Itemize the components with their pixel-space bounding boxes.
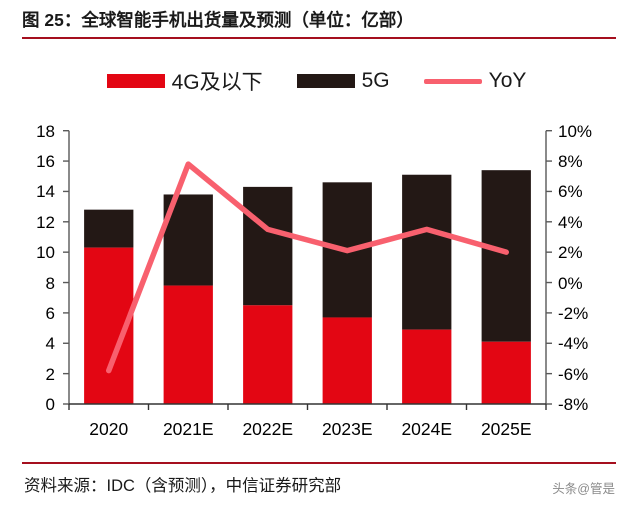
y-axis-right-tick-label: 10% <box>558 121 593 141</box>
legend-line-yoy-icon <box>423 78 482 84</box>
page-title: 图 25：全球智能手机出货量及预测（单位：亿部） <box>22 10 414 30</box>
y-axis-right-tick-label: -2% <box>558 303 589 323</box>
bar-segment-5g <box>402 174 452 330</box>
legend-label-5g: 5G <box>361 69 390 92</box>
bar-segment-4g <box>163 285 213 404</box>
bar-segment-5g <box>84 209 134 248</box>
x-axis-tick-label: 2021E <box>162 419 214 439</box>
y-axis-left-tick-label: 2 <box>45 364 55 384</box>
legend-swatch-4g-icon <box>106 74 165 88</box>
y-axis-left-tick-label: 16 <box>36 152 55 172</box>
bar-segment-4g <box>481 341 531 404</box>
x-axis-tick-label: 2020 <box>89 419 129 439</box>
legend-label-4g: 4G及以下 <box>171 71 263 94</box>
x-axis-tick-label: 2023E <box>321 419 373 439</box>
yoy-line-series <box>106 161 509 374</box>
legend-item-4g: 4G及以下 <box>106 66 263 96</box>
chart-svg <box>63 129 552 410</box>
bar-segment-4g <box>402 329 452 404</box>
y-axis-right-tick-label: 0% <box>558 273 583 293</box>
bar-segment-4g <box>322 317 372 404</box>
y-axis-right-tick-label: -4% <box>558 334 589 354</box>
bar-segment-4g <box>243 305 293 404</box>
x-axis-tick-label: 2022E <box>242 419 294 439</box>
x-axis-tick-label: 2025E <box>480 419 532 439</box>
legend-item-yoy: YoY <box>423 69 527 93</box>
y-axis-right-tick-label: 6% <box>558 182 583 202</box>
chart-legend: 4G及以下 5G YoY <box>0 64 633 98</box>
plot-area: 0 2 4 6 8 10 12 14 16 18 -8% -6% -4% -2% 0% 2% 4% 6% 8% 10%… <box>36 121 593 439</box>
x-axis-tick-label: 2024E <box>401 419 453 439</box>
y-axis-left-tick-label: 6 <box>45 303 55 323</box>
bar-segment-5g <box>481 170 531 342</box>
source-note: 资料来源：IDC（含预测），中信证券研究部 <box>24 477 342 495</box>
title-divider <box>22 37 616 39</box>
y-axis-left-tick-label: 0 <box>45 395 55 414</box>
y-axis-right-tick-label: 4% <box>558 212 583 232</box>
footer-divider <box>22 462 616 464</box>
y-axis-left-tick-label: 8 <box>45 273 55 293</box>
y-axis-right-tick-label: -8% <box>558 395 589 414</box>
legend-swatch-5g-icon <box>296 74 355 88</box>
watermark-label: 头条@管是 <box>552 482 615 496</box>
y-axis-left-tick-label: 14 <box>36 182 55 202</box>
y-axis-right-tick-label: 2% <box>558 243 583 263</box>
y-axis-left-tick-label: 12 <box>36 212 55 232</box>
y-axis-left-tick-label: 4 <box>45 334 55 354</box>
legend-label-yoy: YoY <box>488 69 527 92</box>
y-axis-left-tick-label: 18 <box>36 121 55 141</box>
title-block: 图 25：全球智能手机出货量及预测（单位：亿部） <box>22 6 616 42</box>
bar-segment-5g <box>243 186 293 306</box>
y-axis-left-tick-label: 10 <box>36 243 55 263</box>
y-axis-right-tick-label: -6% <box>558 364 589 384</box>
y-axis-right-tick-label: 8% <box>558 152 583 172</box>
legend-item-5g: 5G <box>296 69 390 93</box>
